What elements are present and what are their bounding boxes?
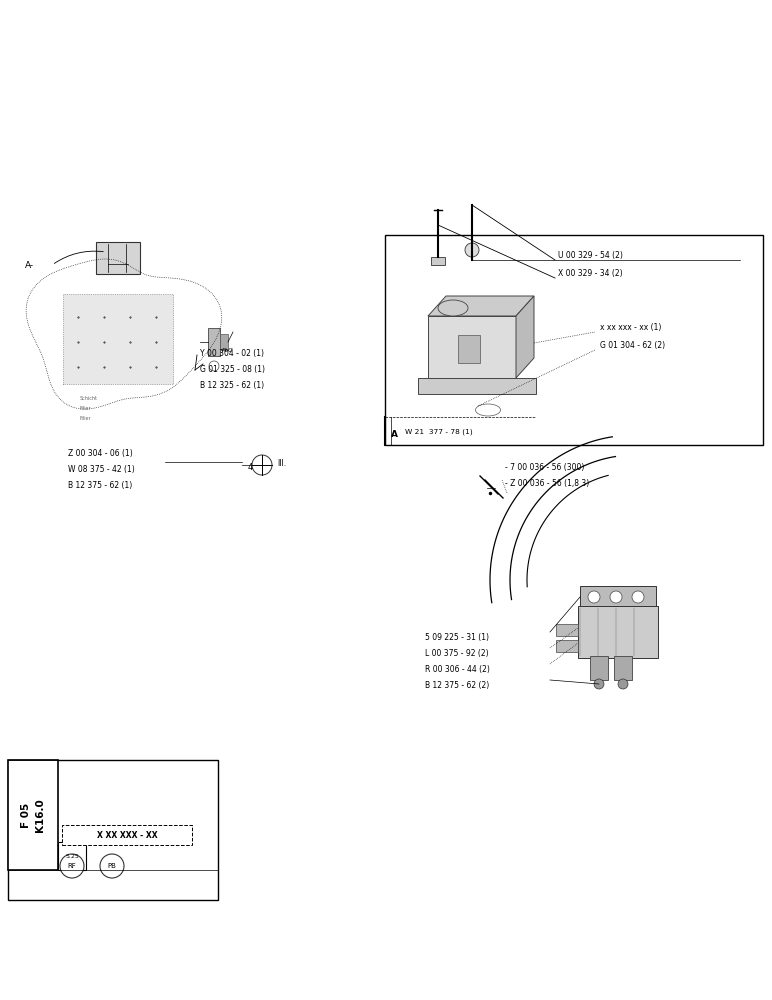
Text: X 00 329 - 34 (2): X 00 329 - 34 (2) (558, 269, 623, 278)
Bar (431, 257, 445, 265)
Text: PB: PB (107, 863, 117, 869)
Text: x xx xxx - xx (1): x xx xxx - xx (1) (600, 323, 662, 332)
Circle shape (465, 243, 479, 257)
Bar (220, 334, 228, 350)
Text: R 00 306 - 44 (2): R 00 306 - 44 (2) (425, 665, 490, 674)
Circle shape (252, 455, 272, 475)
Text: Filier: Filier (80, 406, 92, 411)
Text: B 12 375 - 62 (2): B 12 375 - 62 (2) (425, 681, 489, 690)
Circle shape (594, 679, 604, 689)
Bar (418, 378, 536, 394)
Circle shape (618, 679, 628, 689)
Circle shape (610, 591, 622, 603)
Ellipse shape (438, 300, 468, 316)
Bar (590, 656, 608, 680)
Bar (8, 760, 58, 870)
Text: Z 00 304 - 06 (1): Z 00 304 - 06 (1) (68, 449, 133, 458)
Circle shape (588, 591, 600, 603)
Bar (428, 316, 516, 378)
Ellipse shape (476, 404, 500, 416)
Text: G 01 325 - 08 (1): G 01 325 - 08 (1) (200, 365, 265, 374)
Text: A-: A- (25, 260, 34, 269)
Polygon shape (516, 296, 534, 378)
Text: FLC: FLC (222, 348, 233, 353)
Text: X XX XXX - XX: X XX XXX - XX (96, 830, 157, 840)
Bar (385, 235, 763, 445)
Text: A: A (391, 430, 398, 439)
Text: - 7 00 036 - 56 (300): - 7 00 036 - 56 (300) (505, 463, 584, 472)
Text: 5.25: 5.25 (65, 854, 79, 858)
Text: B 12 325 - 62 (1): B 12 325 - 62 (1) (200, 381, 264, 390)
Text: W 08 375 - 42 (1): W 08 375 - 42 (1) (68, 465, 135, 474)
Circle shape (100, 854, 124, 878)
Polygon shape (428, 296, 534, 316)
Text: U 00 329 - 54 (2): U 00 329 - 54 (2) (558, 251, 623, 260)
Bar (556, 624, 578, 636)
Bar (458, 335, 480, 363)
Text: III.: III. (277, 459, 286, 468)
Text: W 21  377 - 78 (1): W 21 377 - 78 (1) (405, 428, 472, 435)
Text: B 12 375 - 62 (1): B 12 375 - 62 (1) (68, 481, 132, 490)
Text: F 05
K16.0: F 05 K16.0 (22, 798, 45, 832)
Text: Y 00 304 - 02 (1): Y 00 304 - 02 (1) (200, 349, 264, 358)
Bar (556, 640, 578, 652)
Bar (8, 760, 218, 900)
Circle shape (60, 854, 84, 878)
Text: Schicht: Schicht (80, 396, 98, 401)
Text: Filier: Filier (80, 416, 92, 421)
Bar (63, 294, 173, 384)
Text: - Z 00 036 - 56 (1,8 3): - Z 00 036 - 56 (1,8 3) (505, 479, 589, 488)
Circle shape (632, 591, 644, 603)
Bar (58, 842, 86, 870)
Text: 4: 4 (248, 463, 253, 472)
Text: G 01 304 - 62 (2): G 01 304 - 62 (2) (600, 341, 665, 350)
Bar (578, 606, 658, 658)
Text: L 00 375 - 92 (2): L 00 375 - 92 (2) (425, 649, 489, 658)
Bar (96, 242, 140, 274)
Bar (62, 825, 192, 845)
Bar (580, 586, 656, 608)
Text: 5 09 225 - 31 (1): 5 09 225 - 31 (1) (425, 633, 489, 642)
Circle shape (209, 361, 219, 371)
Bar (208, 328, 220, 356)
Bar (614, 656, 632, 680)
Text: RF: RF (68, 863, 76, 869)
